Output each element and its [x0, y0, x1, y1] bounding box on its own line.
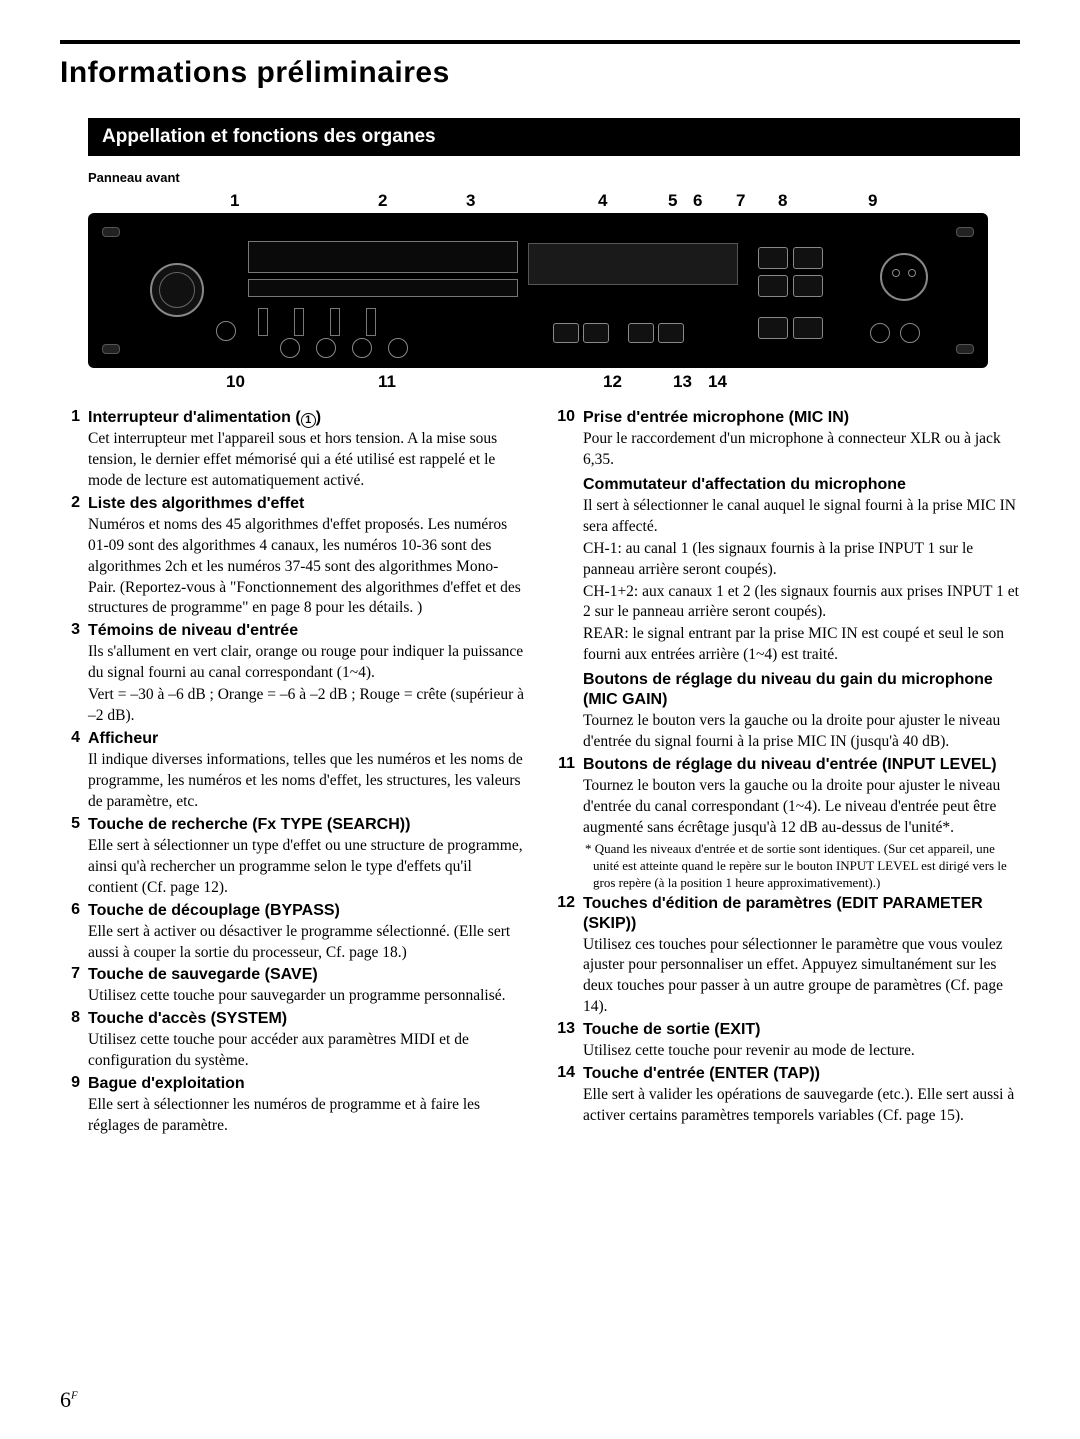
list-item: 5Touche de recherche (Fx TYPE (SEARCH))E…: [60, 815, 525, 899]
callout-8: 8: [778, 191, 787, 211]
list-item: 7Touche de sauvegarde (SAVE)Utilisez cet…: [60, 965, 525, 1007]
item-description: Elle sert à activer ou désactiver le pro…: [88, 922, 525, 964]
item-description: Tournez le bouton vers la gauche ou la d…: [583, 711, 1020, 753]
circled-one-icon: 1: [301, 413, 316, 428]
item-number: 7: [60, 965, 88, 1007]
item-description: Tournez le bouton vers la gauche ou la d…: [583, 776, 1020, 839]
item-description: Ils s'allument en vert clair, orange ou …: [88, 642, 525, 684]
callout-5: 5: [668, 191, 677, 211]
item-heading: Prise d'entrée microphone (MIC IN): [583, 408, 1020, 428]
item-description: CH-1: au canal 1 (les signaux fournis à …: [583, 539, 1020, 581]
item-description: Il sert à sélectionner le canal auquel l…: [583, 496, 1020, 538]
item-heading: Bague d'exploitation: [88, 1074, 525, 1094]
item-description: CH-1+2: aux canaux 1 et 2 (les signaux f…: [583, 582, 1020, 624]
page-title: Informations préliminaires: [60, 56, 1020, 90]
item-description: Elle sert à sélectionner les numéros de …: [88, 1095, 525, 1137]
item-description: Utilisez cette touche pour accéder aux p…: [88, 1030, 525, 1072]
item-heading: Touche d'accès (SYSTEM): [88, 1009, 525, 1029]
list-item: 11Boutons de réglage du niveau d'entrée …: [555, 755, 1020, 891]
item-number: 6: [60, 901, 88, 964]
item-footnote: * Quand les niveaux d'entrée et de sorti…: [583, 841, 1020, 892]
item-number: 3: [60, 621, 88, 727]
lcd-display-icon: [528, 243, 738, 285]
callout-11: 11: [378, 372, 396, 392]
item-heading: Touche d'entrée (ENTER (TAP)): [583, 1064, 1020, 1084]
item-description: Utilisez cette touche pour sauvegarder u…: [88, 986, 525, 1007]
callouts-bottom: 10 11 12 13 14: [88, 372, 988, 390]
item-description: Pour le raccordement d'un microphone à c…: [583, 429, 1020, 471]
section-banner: Appellation et fonctions des organes: [88, 118, 1020, 156]
item-heading: Liste des algorithmes d'effet: [88, 494, 525, 514]
item-subheading: Boutons de réglage du niveau du gain du …: [583, 670, 1020, 710]
xlr-jack-icon: [880, 253, 928, 301]
item-description: Vert = –30 à –6 dB ; Orange = –6 à –2 dB…: [88, 685, 525, 727]
front-panel-diagram: 123456789: [88, 191, 988, 390]
list-item: 3Témoins de niveau d'entréeIls s'allumen…: [60, 621, 525, 727]
item-heading: Témoins de niveau d'entrée: [88, 621, 525, 641]
item-number: 5: [60, 815, 88, 899]
list-item: 13Touche de sortie (EXIT)Utilisez cette …: [555, 1020, 1020, 1062]
item-number: 11: [555, 755, 583, 891]
item-number: 8: [60, 1009, 88, 1072]
page-number: 6F: [60, 1387, 78, 1413]
item-heading: Touche de sauvegarde (SAVE): [88, 965, 525, 985]
item-number: 4: [60, 729, 88, 813]
list-item: 1Interrupteur d'alimentation (1)Cet inte…: [60, 408, 525, 492]
item-description: Elle sert à sélectionner un type d'effet…: [88, 836, 525, 899]
description-column-right: 10Prise d'entrée microphone (MIC IN)Pour…: [555, 408, 1020, 1139]
list-item: 8Touche d'accès (SYSTEM)Utilisez cette t…: [60, 1009, 525, 1072]
item-heading: Touches d'édition de paramètres (EDIT PA…: [583, 894, 1020, 934]
callout-4: 4: [598, 191, 607, 211]
list-item: 2Liste des algorithmes d'effetNuméros et…: [60, 494, 525, 620]
callout-3: 3: [466, 191, 475, 211]
callout-12: 12: [603, 372, 622, 392]
item-heading: Afficheur: [88, 729, 525, 749]
item-heading: Touche de découplage (BYPASS): [88, 901, 525, 921]
list-item: 14Touche d'entrée (ENTER (TAP))Elle sert…: [555, 1064, 1020, 1127]
jog-wheel-icon: [150, 263, 204, 317]
item-number: 2: [60, 494, 88, 620]
item-number: 10: [555, 408, 583, 753]
item-heading: Touche de recherche (Fx TYPE (SEARCH)): [88, 815, 525, 835]
item-number: 9: [60, 1074, 88, 1137]
list-item: 10Prise d'entrée microphone (MIC IN)Pour…: [555, 408, 1020, 753]
panel-label: Panneau avant: [88, 170, 1020, 185]
top-rule: [60, 40, 1020, 44]
item-description: Cet interrupteur met l'appareil sous et …: [88, 429, 525, 492]
callout-6: 6: [693, 191, 702, 211]
item-heading: Touche de sortie (EXIT): [583, 1020, 1020, 1040]
callout-9: 9: [868, 191, 877, 211]
callout-2: 2: [378, 191, 387, 211]
item-number: 14: [555, 1064, 583, 1127]
item-description: Numéros et noms des 45 algorithmes d'eff…: [88, 515, 525, 620]
item-description: Il indique diverses informations, telles…: [88, 750, 525, 813]
callout-7: 7: [736, 191, 745, 211]
item-number: 1: [60, 408, 88, 492]
list-item: 12Touches d'édition de paramètres (EDIT …: [555, 894, 1020, 1019]
item-heading: Boutons de réglage du niveau d'entrée (I…: [583, 755, 1020, 775]
item-description: REAR: le signal entrant par la prise MIC…: [583, 624, 1020, 666]
description-column-left: 1Interrupteur d'alimentation (1)Cet inte…: [60, 408, 525, 1139]
item-heading: Interrupteur d'alimentation (1): [88, 408, 525, 428]
device-panel: [88, 213, 988, 368]
list-item: 4AfficheurIl indique diverses informatio…: [60, 729, 525, 813]
callout-10: 10: [226, 372, 245, 392]
item-description: Elle sert à valider les opérations de sa…: [583, 1085, 1020, 1127]
callout-14: 14: [708, 372, 727, 392]
item-subheading: Commutateur d'affectation du microphone: [583, 475, 1020, 495]
list-item: 9Bague d'exploitationElle sert à sélecti…: [60, 1074, 525, 1137]
callout-1: 1: [230, 191, 239, 211]
item-number: 12: [555, 894, 583, 1019]
item-number: 13: [555, 1020, 583, 1062]
item-description: Utilisez ces touches pour sélectionner l…: [583, 935, 1020, 1019]
callout-13: 13: [673, 372, 692, 392]
item-description: Utilisez cette touche pour revenir au mo…: [583, 1041, 1020, 1062]
callouts-top: 1 2 3 4 56 7 8 9: [88, 191, 988, 209]
list-item: 6Touche de découplage (BYPASS)Elle sert …: [60, 901, 525, 964]
